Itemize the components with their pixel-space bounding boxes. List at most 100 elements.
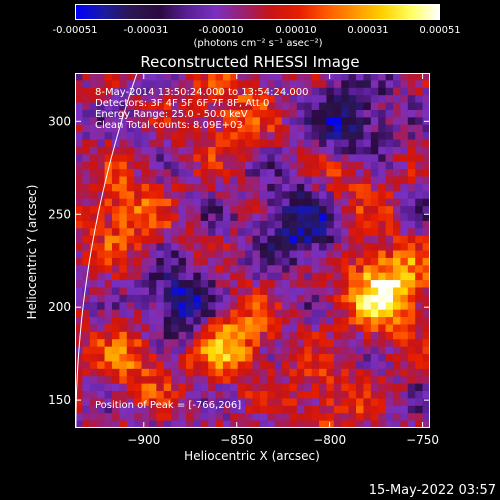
- heatmap-cell: [230, 250, 239, 259]
- heatmap-cell: [333, 302, 342, 311]
- heatmap-cell: [400, 206, 409, 215]
- heatmap-cell: [274, 383, 283, 392]
- heatmap-cell: [400, 302, 409, 311]
- heatmap-cell: [89, 405, 98, 414]
- heatmap-cell: [75, 391, 83, 400]
- heatmap-cell: [267, 109, 276, 118]
- heatmap-cell: [385, 109, 394, 118]
- heatmap-cell: [208, 265, 217, 274]
- heatmap-cell: [163, 183, 172, 192]
- heatmap-cell: [134, 413, 143, 422]
- heatmap-cell: [370, 294, 379, 303]
- heatmap-cell: [296, 324, 305, 333]
- heatmap-cell: [185, 405, 194, 414]
- heatmap-cell: [163, 117, 172, 126]
- heatmap-cell: [163, 309, 172, 318]
- heatmap-cell: [126, 265, 135, 274]
- heatmap-cell: [385, 243, 394, 252]
- heatmap-cell: [237, 317, 246, 326]
- heatmap-cell: [104, 139, 113, 148]
- heatmap-cell: [333, 198, 342, 207]
- heatmap-cell: [193, 391, 202, 400]
- heatmap-cell: [274, 139, 283, 148]
- heatmap-cell: [215, 339, 224, 348]
- heatmap-cell: [311, 176, 320, 185]
- heatmap-cell: [348, 95, 357, 104]
- heatmap-cell: [274, 169, 283, 178]
- heatmap-cell: [259, 265, 268, 274]
- heatmap-cell: [185, 191, 194, 200]
- heatmap-cell: [296, 398, 305, 407]
- heatmap-cell: [97, 117, 106, 126]
- heatmap-cell: [230, 124, 239, 133]
- heatmap-cell: [208, 154, 217, 163]
- heatmap-cell: [230, 102, 239, 111]
- heatmap-cell: [89, 124, 98, 133]
- heatmap-cell: [171, 124, 180, 133]
- heatmap-cell: [407, 324, 416, 333]
- heatmap-cell: [148, 154, 157, 163]
- heatmap-cell: [148, 146, 157, 155]
- heatmap-cell: [163, 302, 172, 311]
- heatmap-cell: [274, 280, 283, 289]
- heatmap-cell: [104, 376, 113, 385]
- heatmap-cell: [141, 154, 150, 163]
- heatmap-cell: [111, 198, 120, 207]
- heatmap-cell: [104, 280, 113, 289]
- heatmap-cell: [111, 413, 120, 422]
- heatmap-cell: [89, 317, 98, 326]
- heatmap-cell: [111, 220, 120, 229]
- heatmap-cell: [104, 183, 113, 192]
- heatmap-cell: [215, 405, 224, 414]
- heatmap-cell: [400, 287, 409, 296]
- heatmap-cell: [75, 324, 83, 333]
- heatmap-cell: [75, 243, 83, 252]
- heatmap-cell: [185, 287, 194, 296]
- heatmap-cell: [89, 183, 98, 192]
- heatmap-cell: [363, 139, 372, 148]
- heatmap-cell: [119, 73, 128, 81]
- heatmap-cell: [163, 405, 172, 414]
- heatmap-cell: [356, 257, 365, 266]
- heatmap-cell: [319, 117, 328, 126]
- heatmap-cell: [134, 420, 143, 429]
- heatmap-cell: [163, 361, 172, 370]
- heatmap-cell: [289, 213, 298, 222]
- heatmap-cell: [326, 420, 335, 429]
- heatmap-cell: [156, 161, 165, 170]
- heatmap-cell: [267, 346, 276, 355]
- heatmap-cell: [178, 309, 187, 318]
- heatmap-cell: [222, 368, 231, 377]
- heatmap-cell: [230, 87, 239, 96]
- heatmap-cell: [370, 109, 379, 118]
- heatmap-cell: [267, 383, 276, 392]
- heatmap-cell: [82, 102, 91, 111]
- heatmap-cell: [230, 213, 239, 222]
- heatmap-cell: [407, 250, 416, 259]
- heatmap-cell: [422, 294, 431, 303]
- heatmap-cell: [215, 95, 224, 104]
- heatmap-cell: [119, 405, 128, 414]
- heatmap-cell: [407, 331, 416, 340]
- heatmap-cell: [304, 213, 313, 222]
- heatmap-cell: [222, 220, 231, 229]
- heatmap-cell: [82, 154, 91, 163]
- heatmap-cell: [415, 73, 424, 81]
- heatmap-cell: [119, 309, 128, 318]
- heatmap-cell: [89, 146, 98, 155]
- heatmap-cell: [356, 287, 365, 296]
- heatmap-cell: [97, 198, 106, 207]
- heatmap-cell: [178, 169, 187, 178]
- heatmap-cell: [267, 339, 276, 348]
- heatmap-cell: [156, 213, 165, 222]
- heatmap-cell: [304, 243, 313, 252]
- heatmap-cell: [200, 302, 209, 311]
- heatmap-cell: [104, 405, 113, 414]
- heatmap-cell: [208, 309, 217, 318]
- heatmap-cell: [319, 191, 328, 200]
- heatmap-cell: [141, 109, 150, 118]
- heatmap-cell: [134, 117, 143, 126]
- heatmap-cell: [163, 391, 172, 400]
- heatmap-cell: [148, 73, 157, 81]
- heatmap-cell: [363, 294, 372, 303]
